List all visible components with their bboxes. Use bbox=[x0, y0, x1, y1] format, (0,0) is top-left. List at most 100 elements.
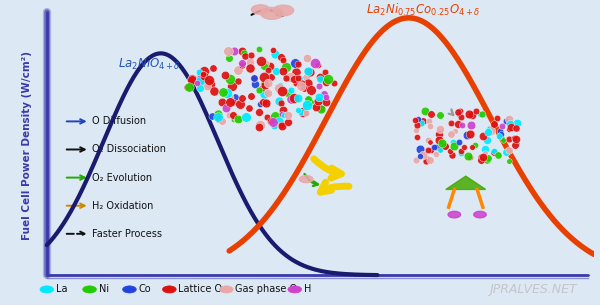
Point bbox=[225, 76, 235, 81]
Point bbox=[303, 81, 313, 86]
Point bbox=[246, 94, 256, 99]
Point bbox=[437, 140, 447, 145]
Point bbox=[511, 125, 521, 130]
Text: H: H bbox=[304, 285, 311, 294]
Point bbox=[435, 146, 445, 151]
Point bbox=[470, 143, 479, 148]
Polygon shape bbox=[446, 176, 486, 189]
Point bbox=[283, 120, 292, 125]
Point bbox=[465, 154, 475, 159]
Point bbox=[195, 86, 205, 91]
Point bbox=[476, 112, 485, 117]
Point bbox=[215, 116, 224, 121]
Point bbox=[453, 121, 463, 126]
Point bbox=[274, 119, 284, 124]
Point bbox=[218, 89, 228, 94]
Point bbox=[425, 140, 435, 145]
Point bbox=[448, 139, 458, 144]
Point bbox=[295, 76, 304, 81]
Point bbox=[435, 113, 445, 117]
Point bbox=[197, 72, 206, 77]
Point bbox=[259, 91, 269, 96]
Point bbox=[213, 111, 223, 116]
Text: Faster Process: Faster Process bbox=[92, 229, 163, 239]
Point bbox=[304, 97, 314, 102]
Point bbox=[301, 111, 310, 116]
Text: H₂ Oxidation: H₂ Oxidation bbox=[92, 201, 154, 211]
Point bbox=[228, 99, 238, 104]
Point bbox=[426, 112, 436, 117]
Point bbox=[249, 76, 259, 81]
Point bbox=[459, 145, 469, 149]
Point bbox=[456, 151, 466, 156]
Point bbox=[302, 69, 312, 74]
Point bbox=[456, 148, 466, 153]
Point bbox=[480, 150, 490, 155]
Point bbox=[289, 76, 299, 81]
Point bbox=[202, 84, 212, 89]
Point bbox=[412, 123, 422, 128]
Point bbox=[229, 112, 238, 117]
Point bbox=[209, 88, 219, 93]
Point bbox=[193, 81, 202, 86]
Point bbox=[412, 135, 421, 139]
Point bbox=[240, 54, 250, 59]
Point bbox=[411, 128, 421, 133]
Point bbox=[315, 77, 325, 82]
Point bbox=[187, 77, 197, 81]
Point bbox=[464, 111, 474, 116]
Point bbox=[257, 85, 267, 90]
Point bbox=[512, 120, 521, 125]
Point bbox=[286, 96, 295, 101]
Point bbox=[213, 115, 223, 120]
Point bbox=[445, 148, 454, 153]
Point bbox=[274, 85, 284, 90]
Text: $La_2Ni_{0.75}Co_{0.25}O_{4+\delta}$: $La_2Ni_{0.75}Co_{0.25}O_{4+\delta}$ bbox=[366, 2, 480, 17]
Point bbox=[411, 157, 421, 162]
Point bbox=[467, 131, 477, 135]
Point bbox=[496, 129, 505, 134]
Point bbox=[271, 113, 280, 118]
Point bbox=[241, 115, 251, 120]
Point bbox=[314, 99, 323, 103]
Text: $La_2NiO_{4+\delta}$: $La_2NiO_{4+\delta}$ bbox=[118, 56, 181, 72]
Point bbox=[446, 121, 456, 126]
Point bbox=[188, 78, 197, 83]
Point bbox=[290, 96, 299, 101]
Point bbox=[483, 130, 493, 135]
Point bbox=[221, 106, 230, 111]
Point bbox=[283, 90, 293, 95]
Point bbox=[480, 147, 490, 152]
Point bbox=[421, 158, 430, 163]
Point bbox=[261, 101, 271, 106]
Point bbox=[184, 84, 194, 89]
Point bbox=[263, 81, 273, 85]
Text: O₂ Evolution: O₂ Evolution bbox=[92, 173, 152, 183]
Point bbox=[509, 135, 519, 140]
Point bbox=[511, 136, 521, 141]
Point bbox=[430, 144, 439, 149]
Point bbox=[504, 148, 514, 152]
Point bbox=[196, 79, 205, 84]
Point bbox=[224, 113, 234, 118]
Point bbox=[497, 124, 507, 129]
Circle shape bbox=[163, 286, 176, 293]
Circle shape bbox=[474, 211, 486, 218]
Point bbox=[321, 79, 331, 84]
Point bbox=[463, 132, 472, 137]
Point bbox=[302, 56, 311, 61]
Point bbox=[271, 69, 280, 74]
Point bbox=[278, 57, 287, 62]
Point bbox=[457, 123, 467, 128]
Point bbox=[482, 138, 491, 143]
Point bbox=[194, 69, 204, 74]
Point bbox=[435, 126, 445, 131]
Point bbox=[233, 67, 243, 72]
Point bbox=[266, 75, 276, 80]
Point bbox=[463, 153, 473, 158]
Point bbox=[455, 108, 465, 113]
Circle shape bbox=[299, 176, 313, 183]
Point bbox=[450, 128, 460, 133]
Point bbox=[449, 143, 458, 148]
Point bbox=[237, 96, 247, 101]
